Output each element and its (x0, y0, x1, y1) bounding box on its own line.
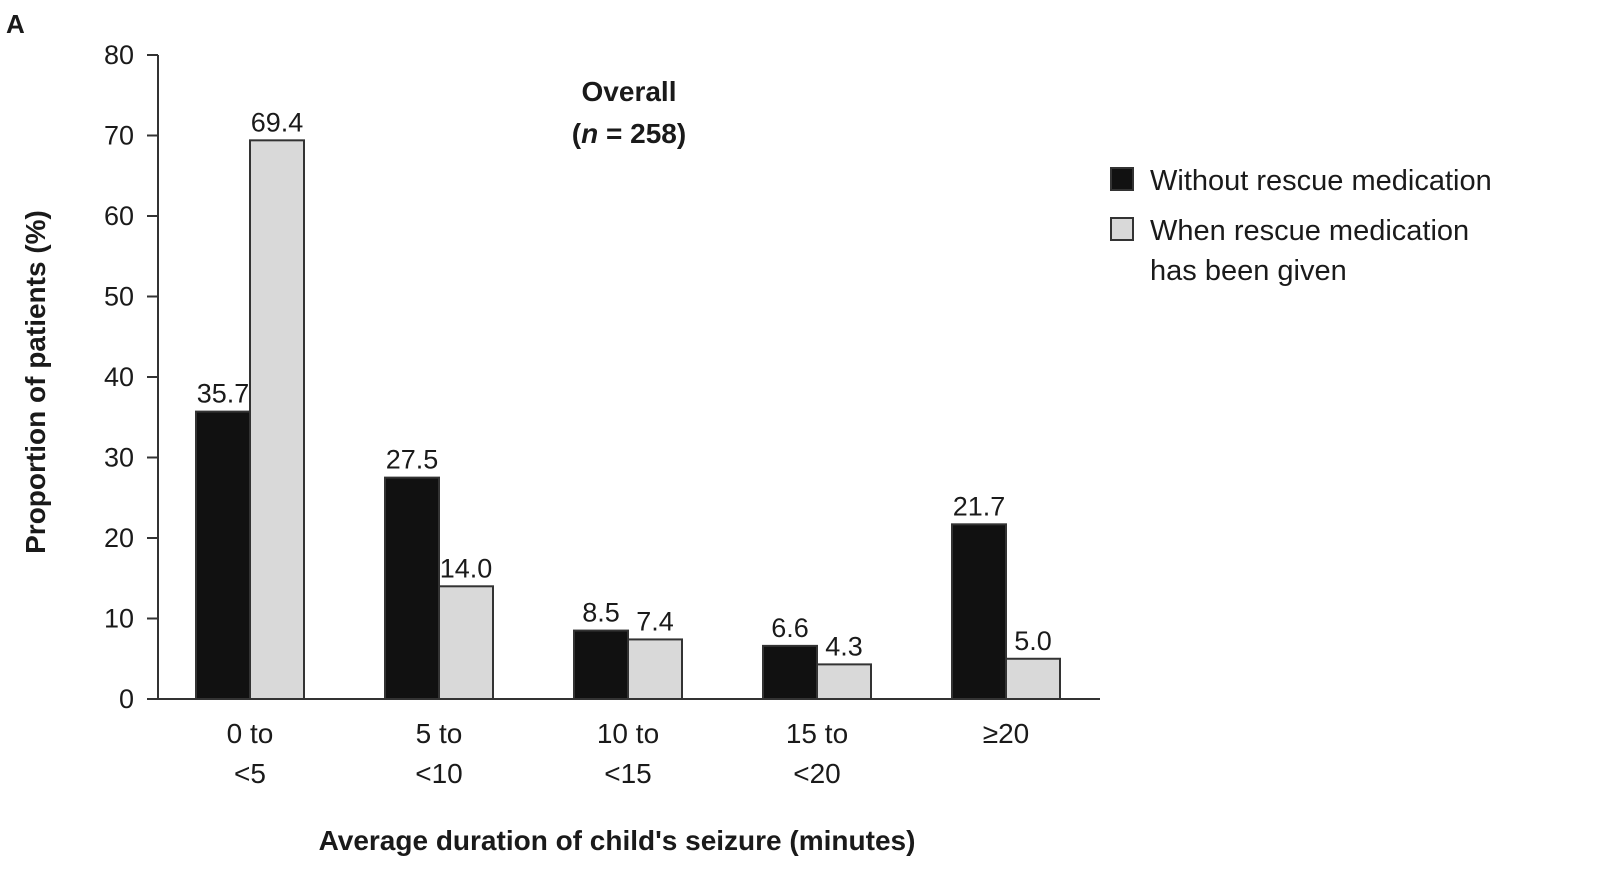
y-tick-label: 30 (104, 443, 134, 473)
bar-with-rescue (249, 139, 305, 700)
legend-label-without-rescue: Without rescue medication (1150, 165, 1492, 197)
x-category-label: <10 (415, 758, 463, 789)
x-category-label: 10 to (597, 718, 659, 749)
y-tick-label: 60 (104, 201, 134, 231)
y-axis-title: Proportion of patients (%) (20, 210, 51, 554)
y-tick-label: 0 (119, 684, 134, 714)
x-category-label: <5 (234, 758, 266, 789)
x-category-label: 0 to (227, 718, 274, 749)
data-label-without-rescue: 6.6 (771, 613, 809, 643)
bar-without-rescue (384, 476, 440, 700)
legend-label-with-rescue-line-1: When rescue medication (1150, 215, 1469, 247)
x-category-label: 15 to (786, 718, 848, 749)
data-label-without-rescue: 27.5 (386, 445, 439, 475)
bar-with-rescue (438, 585, 494, 700)
legend: Without rescue medication When rescue me… (1110, 165, 1492, 287)
x-category-label: <15 (604, 758, 652, 789)
data-label-with-rescue: 7.4 (636, 606, 674, 636)
data-label-with-rescue: 69.4 (251, 107, 304, 137)
data-label-with-rescue: 4.3 (825, 631, 863, 661)
data-label-with-rescue: 5.0 (1014, 626, 1052, 656)
bar-without-rescue (762, 644, 818, 700)
data-label-without-rescue: 35.7 (197, 379, 250, 409)
bars-group (195, 139, 1061, 701)
bar-without-rescue (951, 523, 1007, 700)
y-tick-label: 50 (104, 282, 134, 312)
annotation-n-symbol: n (581, 118, 598, 149)
x-category-label: <20 (793, 758, 841, 789)
y-axis: 0 10 20 30 40 50 60 70 80 (104, 40, 159, 714)
data-labels-group: 35.7 69.4 27.5 14.0 8.5 7.4 6.6 4.3 21.7 5.0 (197, 107, 1052, 661)
y-tick-label: 20 (104, 523, 134, 553)
y-tick-label: 80 (104, 40, 134, 70)
data-label-without-rescue: 8.5 (582, 598, 620, 628)
chart-annotation: Overall (n = 258) (572, 76, 686, 149)
data-label-with-rescue: 14.0 (440, 553, 493, 583)
annotation-line-2-prefix: ( (572, 118, 582, 149)
y-tick-label: 70 (104, 121, 134, 151)
bar-with-rescue (816, 663, 872, 701)
legend-swatch-without-rescue (1110, 167, 1134, 191)
legend-swatch-with-rescue (1110, 217, 1134, 241)
bar-with-rescue (627, 638, 683, 700)
bar-with-rescue (1005, 657, 1061, 700)
data-label-without-rescue: 21.7 (953, 491, 1006, 521)
annotation-line-2-suffix: = 258) (598, 118, 686, 149)
x-category-label: ≥20 (983, 718, 1030, 749)
annotation-line-2: (n = 258) (572, 118, 686, 149)
legend-label-with-rescue-line-2: has been given (1150, 255, 1347, 287)
x-axis-title: Average duration of child's seizure (min… (319, 825, 916, 856)
bar-without-rescue (195, 410, 251, 700)
x-category-label: 5 to (416, 718, 463, 749)
annotation-line-1: Overall (582, 76, 677, 107)
category-labels-group: 0 to <5 5 to <10 10 to <15 15 to <20 ≥20 (227, 718, 1030, 789)
y-tick-label: 10 (104, 604, 134, 634)
bar-without-rescue (573, 629, 629, 701)
panel-label: A (6, 9, 25, 39)
y-tick-label: 40 (104, 362, 134, 392)
